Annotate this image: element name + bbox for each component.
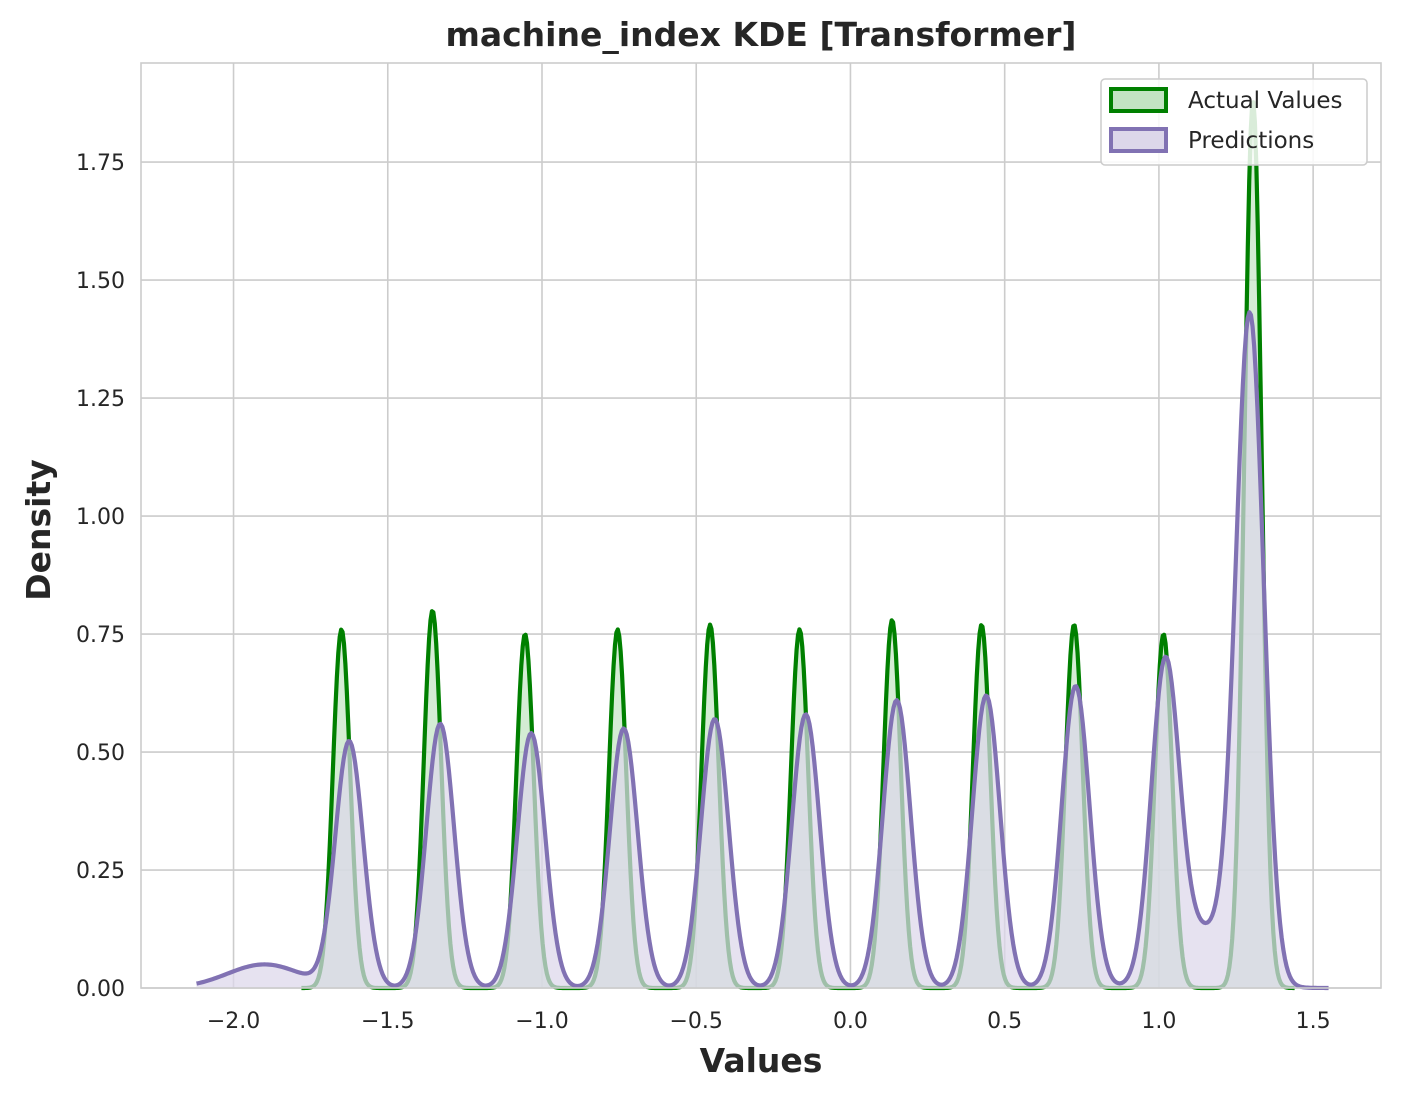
legend-swatch-actual-values <box>1109 87 1168 113</box>
x-tick-label: −1.5 <box>361 1009 414 1034</box>
legend-label-actual-values: Actual Values <box>1188 88 1343 114</box>
legend-label-predictions: Predictions <box>1188 128 1314 154</box>
y-axis-ticks: 0.00 0.25 0.50 0.75 1.00 1.25 1.50 1.75 <box>76 151 125 1002</box>
x-axis-ticks: −2.0 −1.5 −1.0 −0.5 0.0 0.5 1.0 1.5 <box>207 1009 1331 1034</box>
x-tick-label: 0.0 <box>833 1009 868 1034</box>
legend-swatch-predictions <box>1109 127 1168 153</box>
y-tick-label: 1.00 <box>76 505 125 530</box>
series-area-predictions <box>196 312 1329 988</box>
x-tick-label: 1.5 <box>1296 1009 1331 1034</box>
plot-frame <box>140 62 1382 989</box>
y-tick-label: 1.50 <box>76 269 125 294</box>
y-tick-label: 0.00 <box>76 977 125 1002</box>
y-tick-label: 0.50 <box>76 741 125 766</box>
x-tick-label: 0.5 <box>987 1009 1022 1034</box>
x-tick-label: −1.0 <box>515 1009 568 1034</box>
y-tick-label: 0.75 <box>76 623 125 648</box>
chart-title: machine_index KDE [Transformer] <box>445 15 1076 54</box>
x-axis-label: Values <box>700 1041 823 1080</box>
legend: Actual Values Predictions <box>1100 78 1368 166</box>
y-axis-label: Density <box>19 459 58 601</box>
y-tick-label: 1.25 <box>76 387 125 412</box>
series-line-predictions <box>196 310 1330 991</box>
x-tick-label: −2.0 <box>207 1009 260 1034</box>
x-tick-label: −0.5 <box>670 1009 723 1034</box>
y-tick-label: 1.75 <box>76 151 125 176</box>
y-tick-label: 0.25 <box>76 859 125 884</box>
x-tick-label: 1.0 <box>1141 1009 1176 1034</box>
